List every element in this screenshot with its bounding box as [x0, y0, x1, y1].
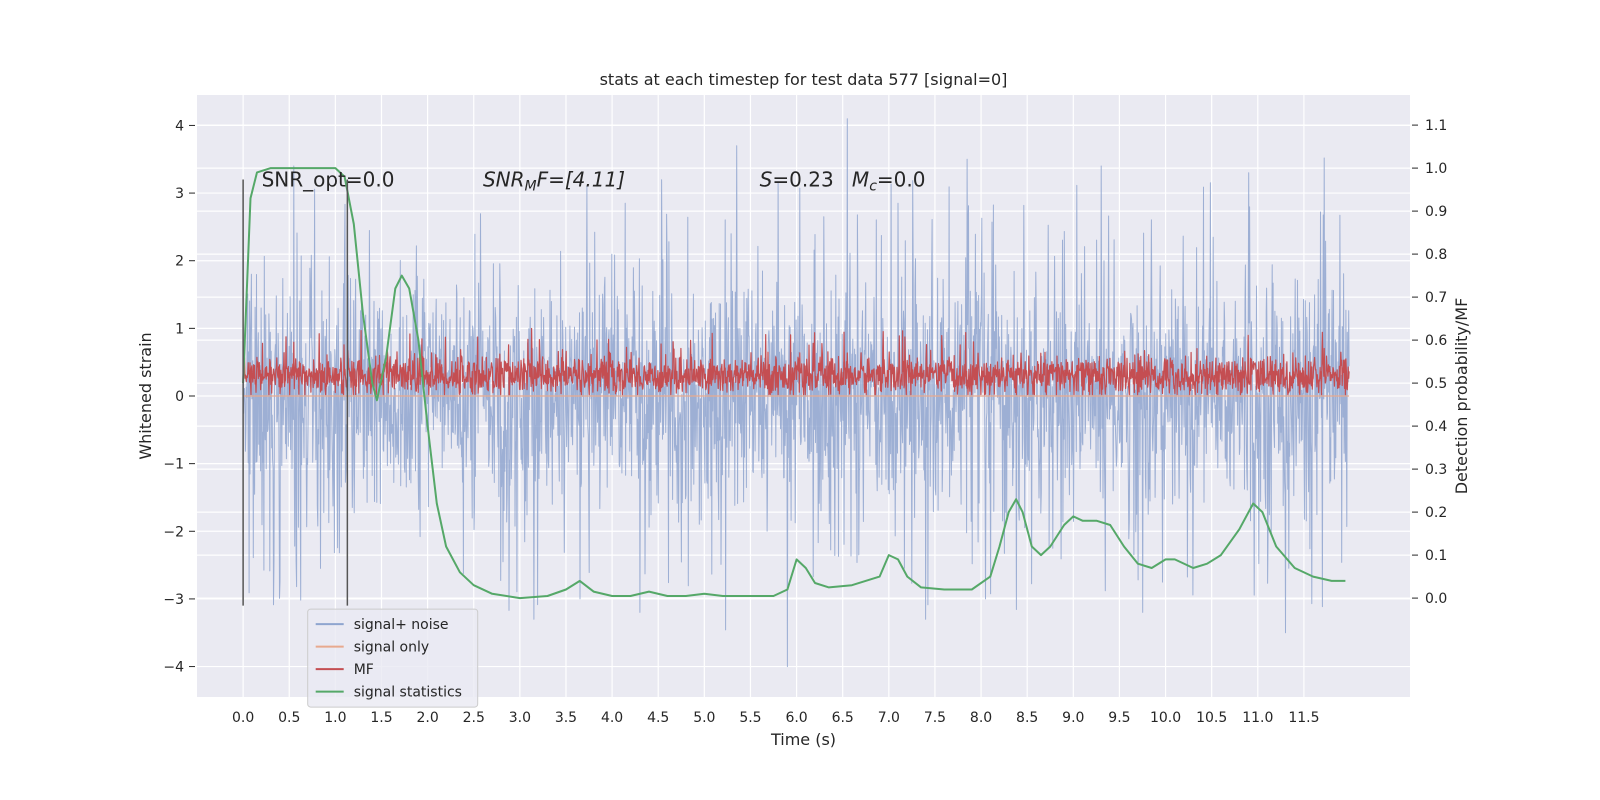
series-mf — [242, 327, 1350, 396]
x-tick-label: 9.5 — [1108, 710, 1130, 726]
right-y-tick-label: 0.6 — [1425, 333, 1447, 349]
right-y-tick-label: 1.1 — [1425, 118, 1447, 134]
x-tick-label: 5.5 — [739, 710, 761, 726]
right-y-ticks: 1.1 1.0 0.9 0.8 0.7 0.6 0.5 0.4 0.3 0.2 0.1 0.0 — [1412, 118, 1447, 607]
x-tick-label: 2.0 — [416, 710, 438, 726]
chart-title: stats at each timestep for test data 577… — [600, 70, 1008, 89]
s-value: =0.23 — [772, 167, 833, 191]
snr-mf-label: SNR — [483, 167, 525, 191]
right-y-tick-label: 0.2 — [1425, 505, 1447, 521]
annotation-snr-opt: SNR_opt=0.0 — [262, 167, 395, 191]
right-y-tick-label: 0.9 — [1425, 204, 1447, 220]
x-ticks: 0.0 0.5 1.0 1.5 2.0 2.5 3.0 3.5 4.0 4.5 5.0 5.5 6.0 6… — [232, 710, 1320, 726]
x-tick-label: 11.5 — [1288, 710, 1319, 726]
left-y-axis-label: Whitened strain — [136, 332, 155, 459]
vertical-markers — [242, 179, 349, 606]
s-label: S — [760, 167, 773, 191]
x-tick-label: 6.0 — [785, 710, 807, 726]
legend-label: MF — [354, 662, 374, 678]
legend: signal+ noise signal only MF signal statist… — [307, 608, 479, 708]
x-tick-label: 7.0 — [878, 710, 900, 726]
annotation-mc: Mc=0.0 — [852, 167, 926, 194]
x-tick-label: 10.5 — [1196, 710, 1227, 726]
right-y-axis-label: Detection probability/MF — [1452, 298, 1471, 495]
left-y-tick-label: −1 — [163, 457, 184, 473]
x-tick-label: 8.0 — [970, 710, 992, 726]
snr-mf-subscript: M — [525, 178, 537, 194]
x-tick-label: 0.0 — [232, 710, 254, 726]
x-tick-label: 4.0 — [601, 710, 623, 726]
left-y-tick-label: 2 — [175, 254, 184, 270]
left-y-tick-label: 0 — [175, 389, 184, 405]
left-y-tick-label: −2 — [163, 524, 184, 540]
left-y-tick-label: −3 — [163, 592, 184, 608]
mc-label: M — [852, 167, 869, 191]
right-y-tick-label: 0.0 — [1425, 591, 1447, 607]
snr-mf-value: F=[4.11] — [537, 167, 625, 191]
x-tick-label: 3.0 — [509, 710, 531, 726]
x-axis-label: Time (s) — [770, 730, 836, 749]
series-signal-noise — [242, 118, 1350, 668]
right-y-tick-label: 0.5 — [1425, 376, 1447, 392]
x-tick-label: 6.5 — [832, 710, 854, 726]
left-y-ticks: 4 3 2 1 0 −1 −2 −3 −4 — [163, 118, 195, 676]
right-y-tick-label: 0.8 — [1425, 247, 1447, 263]
mc-value: =0.0 — [877, 167, 926, 191]
x-tick-label: 4.5 — [647, 710, 669, 726]
right-y-tick-label: 1.0 — [1425, 161, 1447, 177]
x-tick-label: 8.5 — [1016, 710, 1038, 726]
x-tick-label: 2.5 — [463, 710, 485, 726]
legend-label: signal statistics — [354, 685, 462, 701]
right-y-tick-label: 0.1 — [1425, 548, 1447, 564]
x-tick-label: 1.5 — [370, 710, 392, 726]
left-y-tick-label: −4 — [163, 660, 184, 676]
right-y-tick-label: 0.7 — [1425, 290, 1447, 306]
x-tick-label: 5.0 — [693, 710, 715, 726]
right-y-tick-label: 0.3 — [1425, 462, 1447, 478]
x-tick-label: 0.5 — [278, 710, 300, 726]
annotation-snr-mf: SNRMF=[4.11] — [483, 167, 625, 194]
x-tick-label: 1.0 — [324, 710, 346, 726]
series-layer — [242, 118, 1350, 668]
x-tick-label: 7.5 — [924, 710, 946, 726]
legend-box — [307, 608, 479, 708]
x-tick-label: 11.0 — [1242, 710, 1273, 726]
legend-label: signal+ noise — [354, 617, 449, 633]
series-signal-statistics — [242, 167, 1346, 600]
mc-subscript: c — [869, 178, 877, 194]
left-y-tick-label: 4 — [175, 118, 184, 134]
left-y-tick-label: 1 — [175, 321, 184, 337]
legend-label: signal only — [354, 640, 429, 656]
right-y-tick-label: 0.4 — [1425, 419, 1447, 435]
x-tick-label: 9.0 — [1062, 710, 1084, 726]
annotation-s: S=0.23 — [760, 167, 834, 191]
left-y-tick-label: 3 — [175, 186, 184, 202]
x-tick-label: 3.5 — [555, 710, 577, 726]
x-tick-label: 10.0 — [1150, 710, 1181, 726]
